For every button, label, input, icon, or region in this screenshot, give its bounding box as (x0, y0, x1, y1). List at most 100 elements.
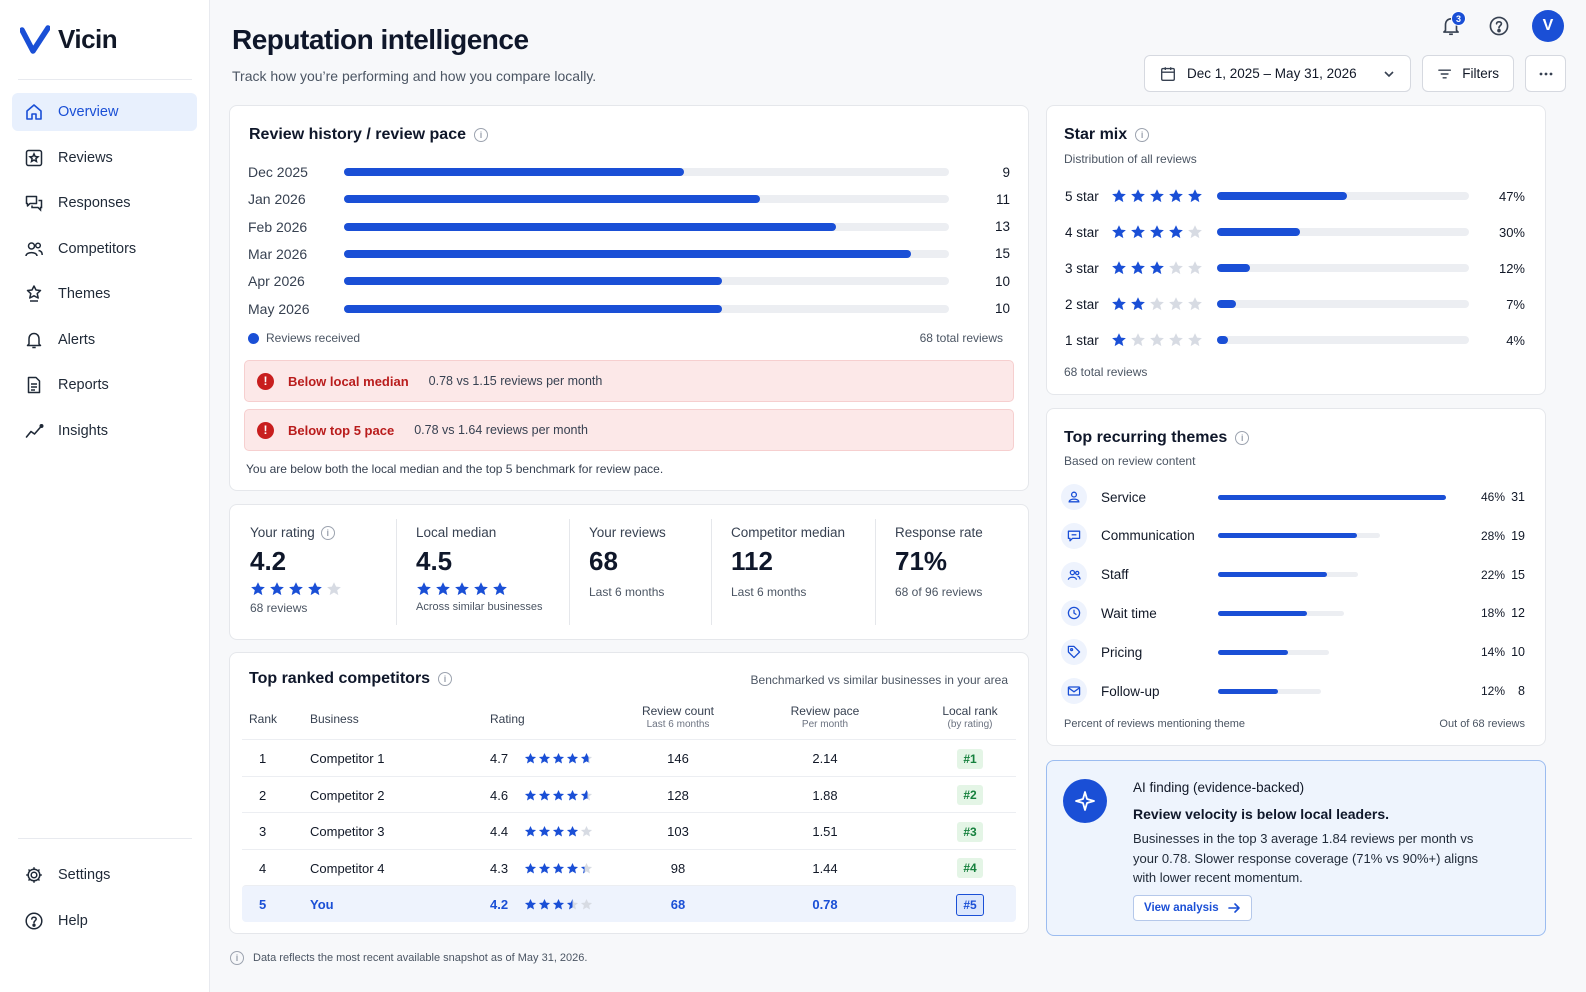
kpi-divider (875, 519, 876, 625)
star-mix-label: 5 star (1065, 188, 1099, 204)
mail-icon (1061, 678, 1087, 704)
star-icon (416, 581, 432, 597)
rating-value: 4.3 (490, 860, 509, 876)
star-rating (1111, 260, 1217, 276)
star-rating (524, 862, 593, 875)
kpi-value: 71% (895, 546, 948, 576)
theme-row[interactable]: Staff 22% 15 (1061, 561, 1525, 588)
cell-business: Competitor 1 (310, 751, 385, 766)
star-mix-bar (1217, 192, 1348, 200)
table-row[interactable]: 3 Competitor 3 4.4 103 1.51 #3 (242, 812, 1016, 849)
sidebar-item-settings[interactable]: Settings (12, 856, 197, 894)
help-button[interactable] (1484, 11, 1514, 41)
sidebar-item-competitors[interactable]: Competitors (12, 230, 197, 268)
info-icon[interactable]: i (320, 525, 335, 540)
sidebar-item-label: Competitors (58, 240, 137, 257)
themes-foot-right: Out of 68 reviews (1439, 718, 1525, 730)
more-options-button[interactable] (1525, 55, 1566, 92)
history-month: Dec 2025 (248, 164, 308, 180)
cell-rank: 2 (259, 787, 267, 803)
theme-row[interactable]: Wait time 18% 12 (1061, 600, 1525, 627)
review-history-title: Review history / review pace (249, 126, 466, 143)
info-icon[interactable]: i (1235, 431, 1250, 445)
cell-business: You (310, 897, 334, 913)
notifications-button[interactable]: 3 (1436, 11, 1466, 41)
brand[interactable]: Vicin (20, 24, 118, 55)
theme-row[interactable]: Pricing 14% 10 (1061, 639, 1525, 666)
star-mix-track (1217, 300, 1469, 308)
ai-finding-card: AI finding (evidence-backed) Review velo… (1046, 760, 1546, 936)
notification-badge: 3 (1451, 11, 1466, 26)
star-mix-pct: 47% (1498, 188, 1525, 204)
kpi-response-rate: Response rate 71% 68 of 96 reviews (895, 505, 983, 639)
theme-count: 12 (1511, 606, 1525, 621)
info-icon[interactable]: i (1135, 128, 1150, 142)
star-mix-title: Star mix (1064, 126, 1128, 143)
star-icon (524, 898, 537, 911)
theme-bar (1218, 649, 1288, 655)
star-mix-card: Star mix i Distribution of all reviews 5… (1046, 105, 1546, 395)
table-row[interactable]: 4 Competitor 4 4.3 98 1.44 #4 (242, 848, 1016, 886)
history-month: Apr 2026 (248, 273, 305, 290)
table-row[interactable]: 2 Competitor 2 4.6 128 1.88 #2 (242, 775, 1016, 814)
star-icon (552, 898, 565, 911)
sidebar-item-overview[interactable]: Overview (12, 93, 197, 131)
sidebar-item-responses[interactable]: Responses (12, 184, 197, 222)
star-icon (1168, 296, 1184, 312)
date-range-picker[interactable]: Dec 1, 2025 – May 31, 2026 (1144, 55, 1411, 92)
sidebar-item-reviews[interactable]: Reviews (12, 139, 197, 177)
sidebar-item-themes[interactable]: Themes (12, 275, 197, 313)
star-icon (524, 862, 537, 875)
theme-bar (1218, 572, 1328, 578)
theme-row[interactable]: Communication 28% 19 (1061, 522, 1525, 549)
history-bar (344, 195, 760, 204)
alert-icon: ! (257, 372, 274, 390)
kpi-foot: Last 6 months (731, 585, 807, 599)
theme-row[interactable]: Follow-up 12% 8 (1061, 678, 1525, 704)
history-month: Mar 2026 (248, 245, 308, 262)
table-row-you[interactable]: 5 You 4.2 68 0.78 #5 (242, 885, 1016, 923)
star-icon (473, 581, 489, 597)
sidebar-item-reports[interactable]: Reports (12, 366, 197, 404)
sidebar-item-insights[interactable]: Insights (12, 412, 197, 450)
theme-count: 15 (1511, 567, 1525, 582)
filters-button[interactable]: Filters (1422, 55, 1514, 92)
star-icon (1130, 260, 1146, 276)
star-rating (416, 581, 543, 597)
star-rating (524, 789, 593, 802)
info-icon[interactable]: i (474, 128, 488, 142)
sidebar-item-help[interactable]: Help (12, 902, 197, 940)
star-icon (1187, 296, 1203, 312)
theme-row[interactable]: Service 46% 31 (1061, 484, 1525, 510)
star-icon (1187, 188, 1203, 204)
history-bar-track (344, 222, 949, 231)
star-icon (326, 581, 342, 597)
star-mix-bar (1217, 228, 1301, 236)
cell-rating: 4.6 (490, 777, 593, 814)
history-bar-track (344, 249, 949, 258)
rank-badge: #2 (957, 785, 983, 806)
cell-local-rank: #2 (930, 777, 1010, 814)
star-icon (552, 862, 565, 875)
theme-bar (1218, 688, 1278, 694)
sidebar-item-label: Responses (58, 195, 131, 211)
star-mix-track (1217, 336, 1469, 344)
cell-local-rank: #1 (930, 740, 1010, 777)
avatar[interactable]: V (1532, 10, 1564, 42)
star-icon (1149, 296, 1165, 312)
star-icon (538, 825, 551, 838)
cell-local-rank: #3 (930, 813, 1010, 850)
info-icon[interactable]: i (438, 672, 453, 686)
star-icon (538, 862, 551, 875)
history-value: 13 (994, 219, 1010, 235)
history-bar-track (344, 168, 949, 176)
sidebar-item-alerts[interactable]: Alerts (12, 321, 197, 359)
home-icon (26, 104, 42, 120)
star-icon (1111, 296, 1127, 312)
sparkle-icon (1063, 779, 1107, 823)
clock-icon (1061, 600, 1087, 627)
view-analysis-button[interactable]: View analysis (1133, 895, 1252, 921)
star-mix-subtitle: Distribution of all reviews (1064, 152, 1197, 166)
table-row[interactable]: 1 Competitor 1 4.7 146 2.14 #1 (242, 739, 1016, 776)
history-row: Dec 2025 9 (248, 162, 1010, 182)
